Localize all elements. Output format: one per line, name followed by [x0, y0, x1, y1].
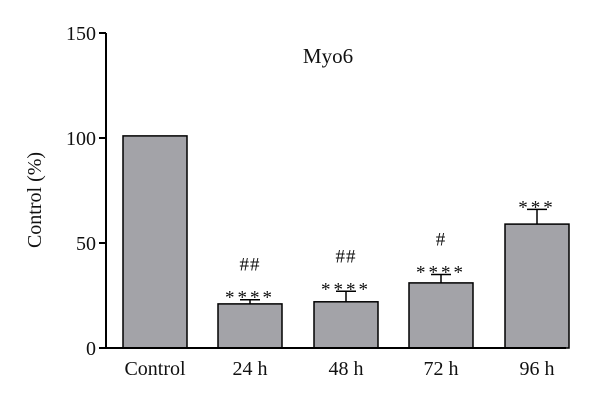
bars: [122, 135, 570, 349]
annotation-72-h-stars: ****: [416, 263, 466, 284]
bar-48-h: [313, 301, 379, 349]
bar-control: [122, 135, 188, 349]
chart-title: Myo6: [303, 44, 353, 68]
y-tick-label-100: 100: [66, 128, 96, 150]
error-bars: [240, 208, 547, 304]
error-bar-24-h: [240, 298, 260, 304]
bar-72-h: [408, 282, 474, 349]
x-tick-label-control: Control: [124, 358, 186, 380]
x-tick-label-24-h: 24 h: [233, 358, 268, 380]
error-bar-96-h: [527, 208, 547, 225]
error-bar-72-h: [431, 273, 451, 283]
y-axis-label: Control (%): [24, 152, 46, 248]
x-tick-label-48-h: 48 h: [329, 358, 364, 380]
annotation-72-h-hash: #: [436, 230, 447, 251]
axes: [105, 33, 566, 349]
error-bar-48-h: [336, 290, 356, 302]
significance-annotations: ##****##****#*******: [225, 197, 556, 309]
bar-24-h: [217, 303, 283, 349]
y-ticks: 0 50 100 150: [66, 23, 106, 360]
x-tick-labels: Control 24 h 48 h 72 h 96 h: [124, 358, 554, 380]
annotation-96-h-stars: ***: [518, 197, 556, 218]
x-tick-label-96-h: 96 h: [520, 358, 555, 380]
y-tick-label-150: 150: [66, 23, 96, 45]
annotation-48-h-stars: ****: [321, 279, 371, 300]
x-tick-label-72-h: 72 h: [424, 358, 459, 380]
annotation-48-h-hash: ##: [336, 246, 357, 267]
annotation-24-h-hash: ##: [240, 255, 261, 276]
annotation-24-h-stars: ****: [225, 288, 275, 309]
y-tick-label-50: 50: [76, 233, 96, 255]
y-tick-label-0: 0: [86, 338, 96, 360]
bar-96-h: [504, 223, 570, 349]
